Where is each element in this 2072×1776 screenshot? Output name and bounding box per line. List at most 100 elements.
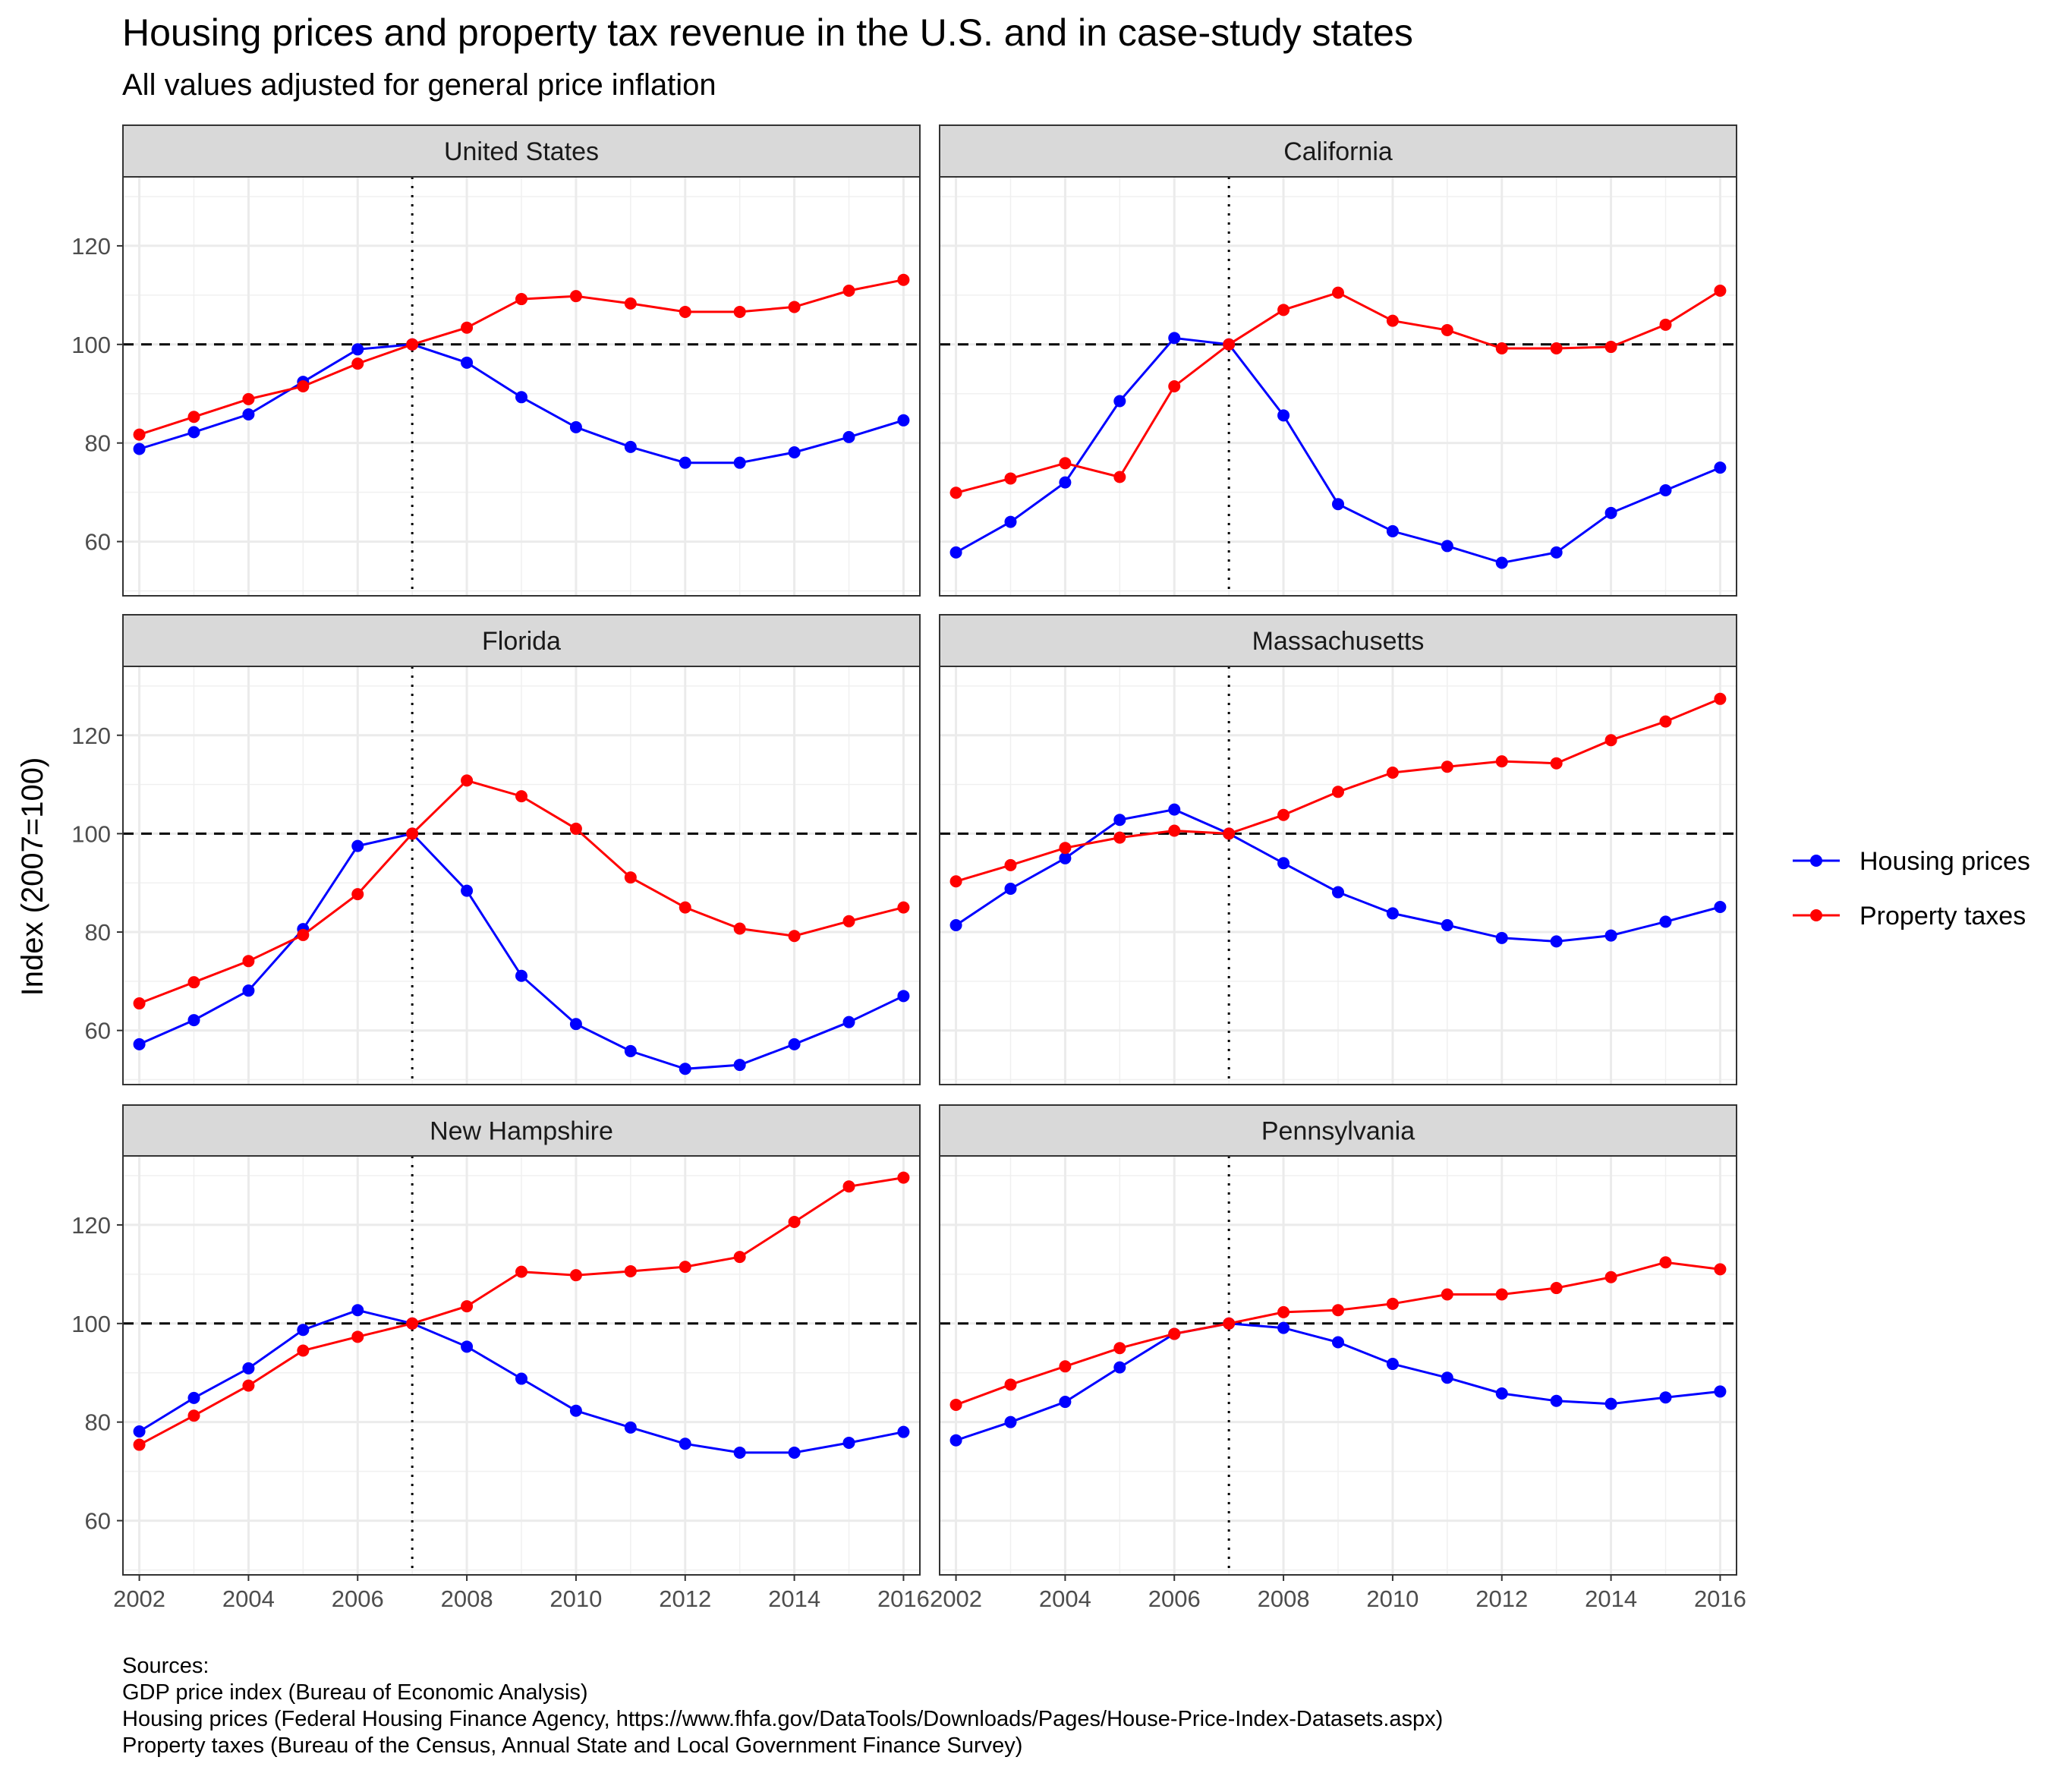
data-point-property-taxes-2002 <box>949 487 962 499</box>
data-point-property-taxes-2009 <box>1332 1304 1344 1317</box>
data-point-property-taxes-2012 <box>679 305 691 318</box>
data-point-property-taxes-2005 <box>1113 471 1126 483</box>
x-tick-label: 2012 <box>1475 1585 1528 1612</box>
panel-border <box>122 1155 921 1576</box>
data-point-property-taxes-2007 <box>1223 827 1236 840</box>
legend-key-point <box>1810 855 1822 867</box>
data-point-housing-prices-2008 <box>461 356 474 369</box>
source-line-taxes: Property taxes (Bureau of the Census, An… <box>122 1733 1023 1758</box>
data-point-housing-prices-2015 <box>1659 1391 1672 1404</box>
y-tick-label: 100 <box>71 332 111 358</box>
data-point-housing-prices-2014 <box>1604 1397 1617 1410</box>
data-point-housing-prices-2006 <box>351 343 364 356</box>
facet-strip <box>939 124 1737 178</box>
panel-border <box>939 176 1737 597</box>
data-point-housing-prices-2009 <box>1332 1336 1344 1349</box>
data-point-housing-prices-2011 <box>624 1421 637 1434</box>
data-point-housing-prices-2003 <box>1004 1415 1017 1428</box>
data-point-property-taxes-2006 <box>1168 380 1181 392</box>
data-point-property-taxes-2002 <box>133 428 146 441</box>
data-point-property-taxes-2015 <box>1659 715 1672 728</box>
data-point-housing-prices-2004 <box>1059 476 1072 489</box>
data-point-housing-prices-2003 <box>187 1391 200 1404</box>
data-point-property-taxes-2007 <box>406 1317 419 1330</box>
data-point-property-taxes-2013 <box>733 922 746 935</box>
x-tick-label: 2006 <box>332 1585 384 1612</box>
data-point-housing-prices-2009 <box>1332 498 1344 511</box>
data-point-property-taxes-2005 <box>297 380 310 392</box>
data-point-housing-prices-2014 <box>1604 506 1617 519</box>
data-point-housing-prices-2006 <box>351 1304 364 1317</box>
source-line-gdp: GDP price index (Bureau of Economic Anal… <box>122 1680 588 1705</box>
facet-strip <box>939 1104 1737 1157</box>
data-point-property-taxes-2010 <box>1386 314 1399 327</box>
data-point-housing-prices-2008 <box>1277 1321 1290 1334</box>
data-point-housing-prices-2004 <box>242 408 255 421</box>
data-point-property-taxes-2012 <box>1495 755 1508 768</box>
data-point-housing-prices-2016 <box>1714 461 1727 474</box>
x-tick-label: 2014 <box>768 1585 820 1612</box>
data-point-property-taxes-2011 <box>1441 760 1453 773</box>
data-point-property-taxes-2014 <box>788 301 801 313</box>
y-tick-label: 120 <box>71 723 111 749</box>
x-tick-label: 2002 <box>113 1585 165 1612</box>
data-point-housing-prices-2009 <box>1332 886 1344 899</box>
data-point-property-taxes-2013 <box>733 1251 746 1264</box>
y-tick-label: 60 <box>85 1018 111 1044</box>
data-point-property-taxes-2012 <box>1495 1288 1508 1301</box>
data-point-property-taxes-2002 <box>949 1398 962 1411</box>
data-point-housing-prices-2011 <box>624 1044 637 1057</box>
data-point-housing-prices-2009 <box>515 391 527 404</box>
facet-strip <box>939 614 1737 667</box>
data-point-property-taxes-2005 <box>297 928 310 941</box>
data-point-housing-prices-2015 <box>842 430 855 443</box>
data-point-housing-prices-2011 <box>624 440 637 453</box>
y-tick-label: 100 <box>71 820 111 847</box>
data-point-property-taxes-2009 <box>1332 786 1344 798</box>
chart-subtitle: All values adjusted for general price in… <box>122 68 716 102</box>
data-point-housing-prices-2015 <box>842 1436 855 1449</box>
data-point-housing-prices-2014 <box>788 446 801 459</box>
data-point-property-taxes-2004 <box>1059 457 1072 470</box>
x-tick-label: 2004 <box>1039 1585 1091 1612</box>
facet-strip <box>122 614 921 667</box>
data-point-property-taxes-2003 <box>1004 1378 1017 1391</box>
data-point-property-taxes-2011 <box>1441 1288 1453 1301</box>
data-point-property-taxes-2013 <box>733 305 746 318</box>
source-line-housing: Housing prices (Federal Housing Finance … <box>122 1707 1444 1731</box>
data-point-housing-prices-2008 <box>461 1340 474 1353</box>
legend-label-property-taxes: Property taxes <box>1859 902 2026 931</box>
data-point-housing-prices-2013 <box>733 1059 746 1072</box>
data-point-housing-prices-2012 <box>1495 931 1508 944</box>
data-point-housing-prices-2005 <box>297 1324 310 1337</box>
data-point-housing-prices-2004 <box>1059 852 1072 864</box>
data-point-property-taxes-2006 <box>1168 824 1181 837</box>
data-point-housing-prices-2003 <box>187 426 200 439</box>
data-point-property-taxes-2005 <box>1113 831 1126 844</box>
data-point-property-taxes-2016 <box>1714 285 1727 298</box>
data-point-property-taxes-2003 <box>187 976 200 989</box>
sources-heading: Sources: <box>122 1654 209 1678</box>
data-point-housing-prices-2012 <box>1495 556 1508 569</box>
x-tick-label: 2010 <box>1366 1585 1419 1612</box>
data-point-housing-prices-2008 <box>1277 857 1290 870</box>
data-point-housing-prices-2002 <box>949 546 962 559</box>
data-point-housing-prices-2016 <box>897 414 910 427</box>
facet-strip-label: United States <box>444 137 599 166</box>
data-point-property-taxes-2006 <box>351 888 364 901</box>
data-point-housing-prices-2006 <box>1168 332 1181 345</box>
y-tick-label: 80 <box>85 1409 111 1436</box>
data-point-property-taxes-2006 <box>351 1330 364 1343</box>
data-point-property-taxes-2009 <box>1332 286 1344 299</box>
data-point-housing-prices-2008 <box>461 884 474 897</box>
data-point-housing-prices-2015 <box>1659 915 1672 928</box>
data-point-housing-prices-2013 <box>1550 1394 1563 1407</box>
facet-strip-label: California <box>1283 137 1393 166</box>
sources-note: Sources: GDP price index (Bureau of Econ… <box>122 1653 1443 1759</box>
data-point-property-taxes-2008 <box>461 1300 474 1313</box>
data-point-property-taxes-2015 <box>1659 1256 1672 1269</box>
data-point-housing-prices-2016 <box>897 990 910 1003</box>
y-tick-label: 80 <box>85 919 111 946</box>
data-point-property-taxes-2016 <box>897 901 910 914</box>
data-point-property-taxes-2016 <box>897 1171 910 1184</box>
